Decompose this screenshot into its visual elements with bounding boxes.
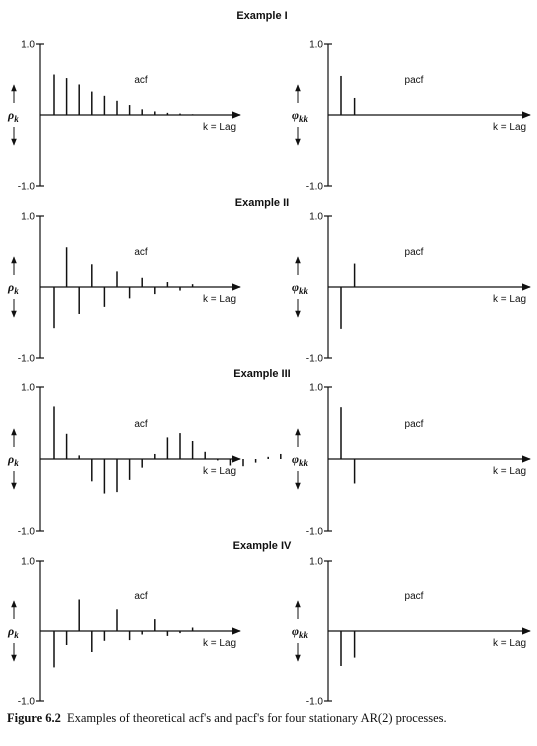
example-ii-pacf-xlabel: k = Lag bbox=[493, 294, 526, 305]
caption-label: Figure 6.2 bbox=[7, 711, 61, 725]
panels-layer: Example I 1.0 -1.0 k = Lag acf ρk 1.0 -1.0 k = L… bbox=[7, 10, 531, 708]
example-ii-acf-label: acf bbox=[134, 247, 148, 258]
example-i-pacf-label: pacf bbox=[405, 75, 424, 86]
example-ii-pacf-panel: 1.0 -1.0 k = Lag pacf φkk bbox=[292, 212, 531, 365]
example-iv-pacf-panel: 1.0 -1.0 k = Lag pacf φkk bbox=[292, 557, 531, 708]
example-i-pacf-ylabel: φkk bbox=[292, 108, 309, 124]
example-ii-title: Example II bbox=[235, 197, 289, 209]
caption-text: Examples of theoretical acf's and pacf's… bbox=[66, 711, 447, 725]
example-ii-pacf-tick-label: 1.0 bbox=[309, 212, 323, 223]
example-iii-pacf-tick-label: 1.0 bbox=[309, 383, 323, 394]
example-iii-pacf-ylabel: φkk bbox=[292, 452, 309, 468]
example-iv-pacf-tick-label: -1.0 bbox=[306, 697, 324, 708]
example-ii-acf-ylabel: ρk bbox=[7, 280, 19, 296]
example-iv-acf-tick-label: -1.0 bbox=[18, 697, 36, 708]
example-ii-acf-tick-label: 1.0 bbox=[21, 212, 35, 223]
example-iii-acf-label: acf bbox=[134, 419, 148, 430]
example-iii-pacf-tick-label: -1.0 bbox=[306, 527, 324, 538]
example-iii-acf-tick-label: -1.0 bbox=[18, 527, 36, 538]
example-i-acf-xlabel: k = Lag bbox=[203, 122, 236, 133]
example-iv-acf-label: acf bbox=[134, 591, 148, 602]
example-iv-title: Example IV bbox=[233, 540, 292, 552]
example-ii-pacf-ylabel: φkk bbox=[292, 280, 309, 296]
example-iv-pacf-tick-label: 1.0 bbox=[309, 557, 323, 568]
example-i-acf-ylabel: ρk bbox=[7, 108, 19, 124]
example-ii-pacf-tick-label: -1.0 bbox=[306, 354, 324, 365]
example-iv-acf-tick-label: 1.0 bbox=[21, 557, 35, 568]
example-iv-pacf-ylabel: φkk bbox=[292, 624, 309, 640]
example-iv-pacf-xlabel: k = Lag bbox=[493, 638, 526, 649]
example-ii-acf-xlabel: k = Lag bbox=[203, 294, 236, 305]
example-i-pacf-tick-label: -1.0 bbox=[306, 182, 324, 193]
example-iii-acf-tick-label: 1.0 bbox=[21, 383, 35, 394]
example-i-pacf-xlabel: k = Lag bbox=[493, 122, 526, 133]
example-i-acf-tick-label: -1.0 bbox=[18, 182, 36, 193]
example-iii-acf-ylabel: ρk bbox=[7, 452, 19, 468]
example-iv-acf-panel: Example IV 1.0 -1.0 k = Lag acf ρk bbox=[7, 540, 292, 708]
example-ii-acf-panel: Example II 1.0 -1.0 k = Lag acf ρk bbox=[7, 197, 289, 365]
example-iv-acf-ylabel: ρk bbox=[7, 624, 19, 640]
figure-caption: Figure 6.2 Examples of theoretical acf's … bbox=[7, 711, 527, 725]
example-i-pacf-tick-label: 1.0 bbox=[309, 40, 323, 51]
example-ii-pacf-label: pacf bbox=[405, 247, 424, 258]
example-iii-acf-xlabel: k = Lag bbox=[203, 466, 236, 477]
example-iii-acf-panel: Example III 1.0 -1.0 k = Lag acf ρk bbox=[7, 368, 291, 538]
example-iv-pacf-label: pacf bbox=[405, 591, 424, 602]
example-i-acf-panel: Example I 1.0 -1.0 k = Lag acf ρk bbox=[7, 10, 288, 193]
example-iii-pacf-xlabel: k = Lag bbox=[493, 466, 526, 477]
example-iv-acf-xlabel: k = Lag bbox=[203, 638, 236, 649]
example-iii-pacf-panel: 1.0 -1.0 k = Lag pacf φkk bbox=[292, 383, 531, 538]
example-i-acf-tick-label: 1.0 bbox=[21, 40, 35, 51]
example-i-pacf-panel: 1.0 -1.0 k = Lag pacf φkk bbox=[292, 40, 531, 193]
example-iii-title: Example III bbox=[233, 368, 290, 380]
example-i-acf-label: acf bbox=[134, 75, 148, 86]
example-i-title: Example I bbox=[236, 10, 287, 22]
example-ii-acf-tick-label: -1.0 bbox=[18, 354, 36, 365]
example-iii-pacf-label: pacf bbox=[405, 419, 424, 430]
